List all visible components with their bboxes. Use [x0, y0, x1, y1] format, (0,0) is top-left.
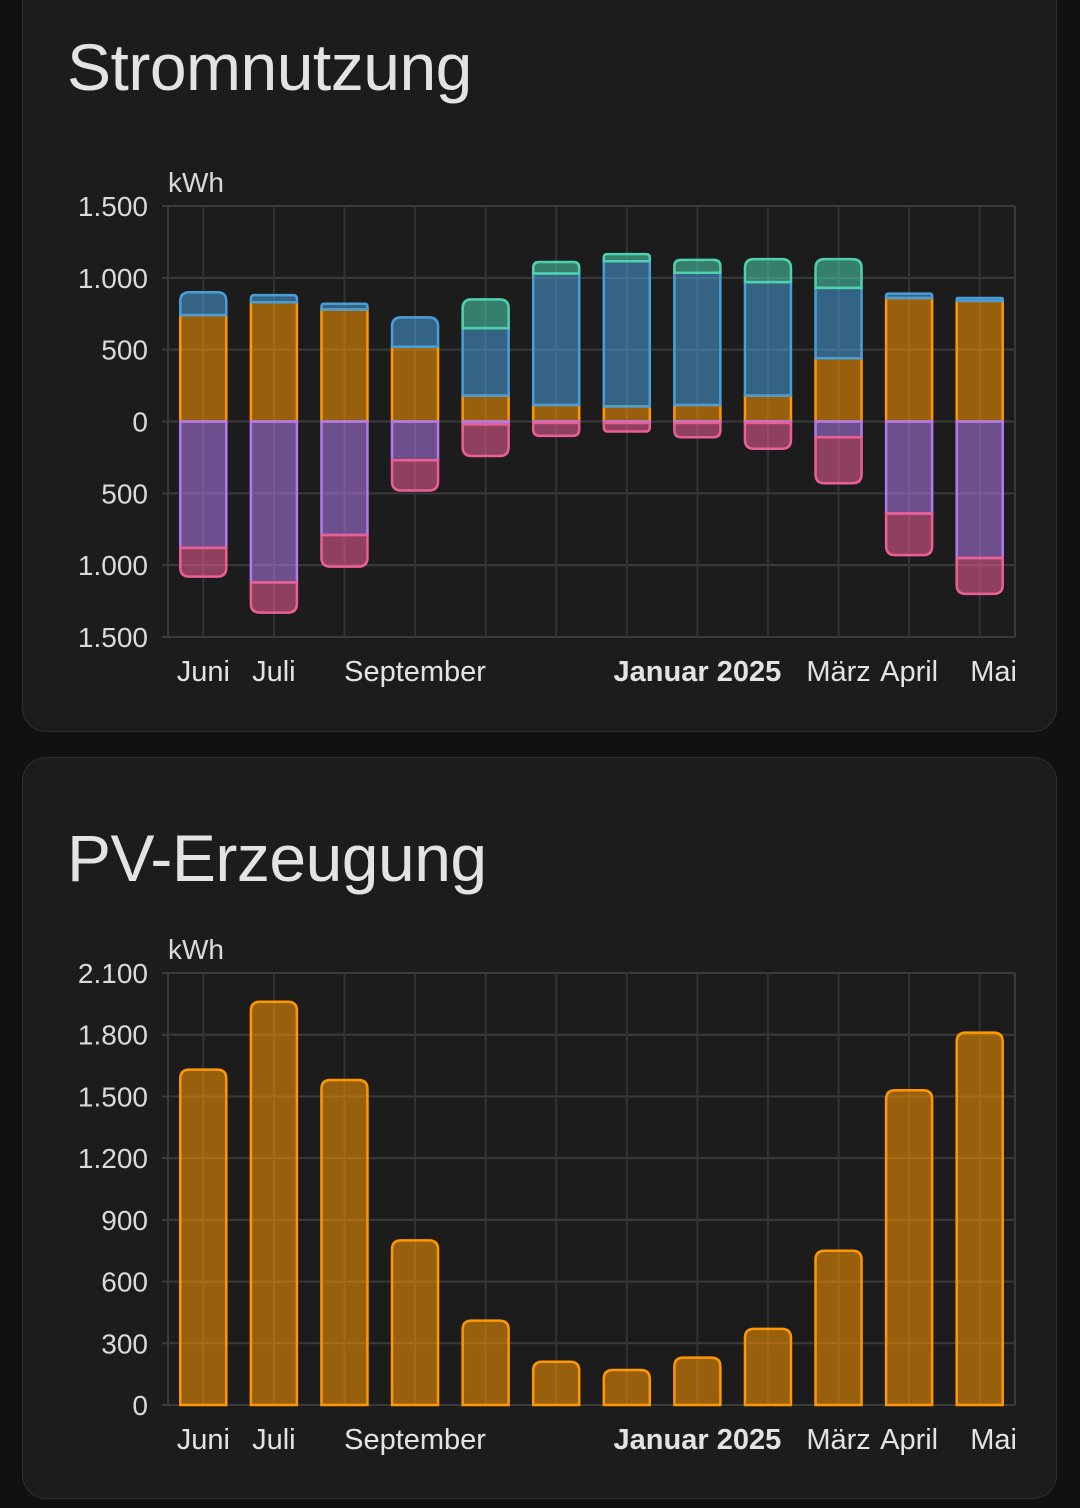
- stromnutzung-chart: kWh 1.500 1.000 500 0 500 1.000 1.500 Juni Juli Se…: [78, 167, 1017, 688]
- x-tick-label: März: [806, 656, 870, 688]
- bar-segment: [179, 290, 228, 317]
- x-tick-label: April: [880, 1424, 938, 1456]
- x-tick-label: Januar 2025: [614, 1424, 782, 1456]
- bar-segment: [884, 292, 934, 300]
- x-tick-label: März: [806, 1424, 870, 1456]
- y-tick-label: 900: [101, 1205, 148, 1236]
- bar-segment: [602, 1368, 652, 1407]
- x-tick-label: April: [880, 656, 938, 688]
- x-tick-label: Juli: [252, 1424, 296, 1456]
- y-tick-label: 1.200: [78, 1143, 148, 1174]
- bar-segment: [320, 1078, 369, 1407]
- bar-segment: [249, 1000, 299, 1407]
- bar-segment: [602, 252, 652, 264]
- y-tick-label: 1.500: [78, 191, 148, 222]
- x-tick-label: September: [344, 1424, 486, 1456]
- x-tick-label: Mai: [970, 1424, 1017, 1456]
- bar-segment: [673, 1356, 722, 1407]
- x-tick-label: Mai: [970, 656, 1017, 688]
- bar-segment: [389, 459, 440, 492]
- bar-segment: [249, 581, 299, 614]
- bar-segment: [320, 533, 369, 568]
- bar-segment: [743, 257, 793, 284]
- card-title: PV-Erzeugung: [67, 821, 487, 895]
- y-tick-label: 500: [101, 478, 148, 509]
- y-tick-label: 0: [132, 407, 148, 438]
- y-axis-unit: kWh: [168, 167, 224, 198]
- y-tick-label: 0: [132, 1390, 148, 1421]
- y-axis-unit: kWh: [168, 934, 224, 965]
- x-tick-label: Juli: [252, 656, 296, 688]
- card-title: Stromnutzung: [67, 30, 472, 104]
- bar-segment: [390, 1239, 440, 1407]
- bar-segment: [743, 1327, 793, 1407]
- bar-segment: [814, 1249, 863, 1407]
- y-tick-label: 500: [101, 335, 148, 366]
- bar-segment: [673, 258, 722, 275]
- bar-segment: [814, 257, 863, 290]
- bar-segment: [461, 1319, 510, 1407]
- bar-segment: [390, 316, 440, 349]
- x-tick-label: September: [344, 656, 486, 688]
- bar-segment: [461, 423, 510, 458]
- bar-segment: [320, 302, 371, 313]
- bar-segment: [249, 293, 299, 304]
- y-tick-label: 300: [101, 1328, 148, 1359]
- bar-segment: [814, 436, 863, 485]
- bar-segment: [531, 421, 581, 438]
- y-tick-label: 600: [101, 1267, 148, 1298]
- y-tick-label: 1.500: [78, 622, 148, 653]
- bar-segment: [179, 546, 228, 578]
- bar-segment: [884, 1089, 934, 1407]
- bar-segment: [179, 1068, 228, 1407]
- bar-segment: [743, 421, 793, 451]
- bar-segment: [955, 554, 1004, 596]
- bar-segment: [955, 1031, 1004, 1407]
- bar-segment: [531, 1360, 581, 1407]
- x-tick-label: Juni: [177, 1424, 230, 1456]
- x-tick-label: Januar 2025: [614, 656, 782, 688]
- bar-segment: [884, 512, 934, 557]
- bar-segment: [955, 296, 1004, 303]
- y-tick-label: 1.800: [78, 1020, 148, 1051]
- bar-segment: [531, 260, 581, 275]
- y-tick-label: 1.000: [78, 263, 148, 294]
- y-tick-label: 1.500: [78, 1081, 148, 1112]
- y-tick-label: 2.100: [78, 958, 148, 989]
- bar-segment: [461, 298, 510, 330]
- x-tick-label: Juni: [177, 656, 230, 688]
- y-tick-label: 1.000: [78, 550, 148, 581]
- bar-segment: [673, 421, 722, 439]
- bar-segment: [602, 421, 652, 433]
